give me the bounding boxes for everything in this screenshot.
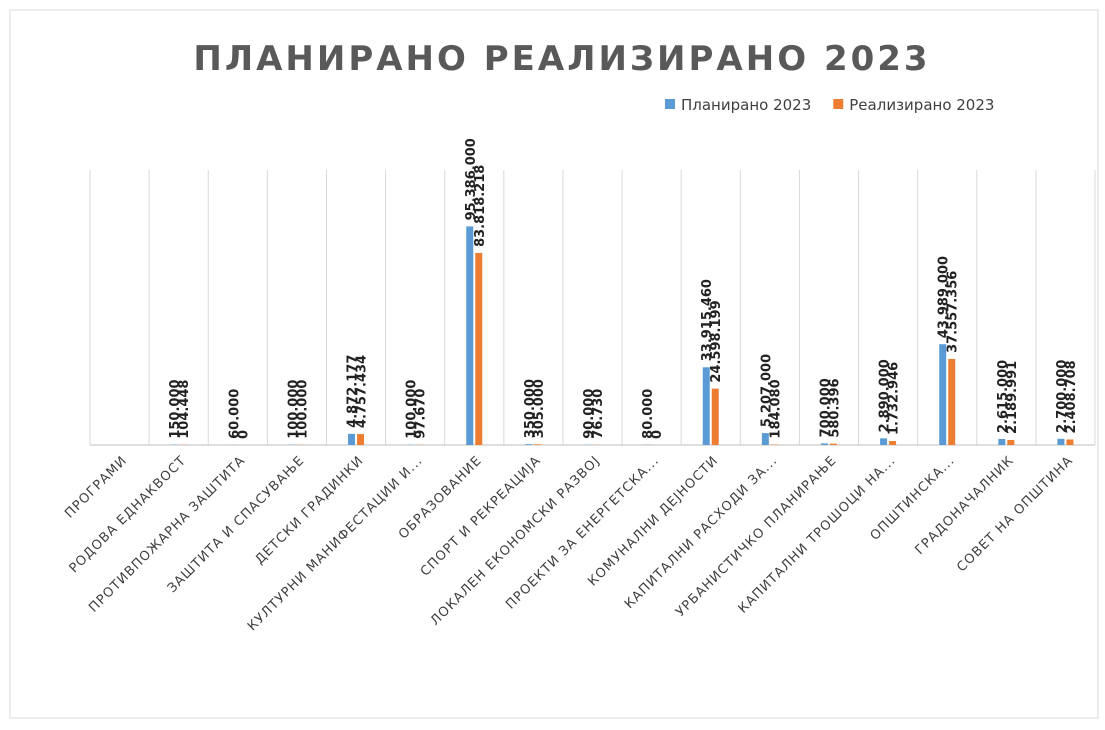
bar [830, 444, 837, 445]
data-label: 83.818.218 [473, 165, 488, 247]
data-label: 24.598.199 [709, 300, 724, 382]
bar [534, 444, 541, 445]
data-label: 100.000 [295, 380, 310, 439]
legend-label: Планирано 2023 [681, 96, 811, 114]
chart-title: ПЛАНИРАНО РЕАЛИЗИРАНО 2023 [193, 39, 930, 79]
data-label: 76.730 [591, 389, 606, 439]
data-label: 97.670 [414, 389, 429, 439]
bar [1066, 439, 1073, 445]
data-label: 305.000 [532, 379, 547, 438]
data-label: 0 [236, 430, 251, 439]
data-label: 2.408.708 [1064, 360, 1079, 433]
data-label: 0 [650, 430, 665, 439]
bar [1057, 439, 1064, 445]
legend-swatch [665, 99, 675, 109]
bar [475, 253, 482, 445]
bar [525, 444, 532, 445]
data-label: 2.189.991 [1005, 361, 1020, 434]
data-label: 104.448 [177, 380, 192, 439]
bar [948, 359, 955, 445]
bar [357, 434, 364, 445]
bar [998, 439, 1005, 445]
data-label: 37.557.356 [946, 271, 961, 353]
bar [348, 434, 355, 445]
bar [466, 226, 473, 445]
data-label: 4.757.434 [355, 355, 370, 428]
data-label: 184.080 [768, 379, 783, 438]
chart-frame [10, 10, 1098, 718]
bar [880, 438, 887, 445]
legend-swatch [833, 99, 843, 109]
legend-label: Реализирано 2023 [849, 96, 994, 114]
bar [1007, 440, 1014, 445]
bar [821, 443, 828, 445]
bar [712, 389, 719, 445]
bar [939, 344, 946, 445]
data-label: 580.396 [827, 378, 842, 437]
data-label: 1.732.946 [887, 362, 902, 435]
bar [889, 441, 896, 445]
